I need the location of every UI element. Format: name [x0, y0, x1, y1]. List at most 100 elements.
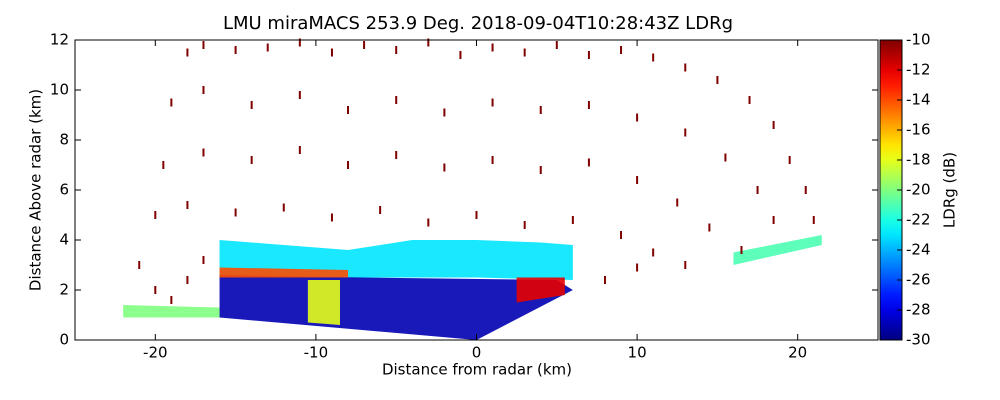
ldr-speckle [298, 146, 301, 154]
ldr-speckle [202, 256, 205, 264]
ldr-speckle [443, 163, 446, 172]
ldr-speckle [282, 203, 285, 212]
y-tick-label: 6 [59, 181, 69, 199]
x-axis-label: Distance from radar (km) [382, 361, 572, 379]
colorbar-tick-label: -22 [906, 211, 931, 229]
ldr-speckle [523, 48, 526, 57]
ldr-speckle [636, 113, 639, 122]
ldr-speckle [652, 53, 655, 62]
ldr-speckle [347, 106, 350, 114]
ldr-speckle [603, 276, 606, 284]
colorbar-tick-label: -14 [906, 91, 931, 109]
colorbar-tick-label: -30 [906, 331, 931, 349]
ldr-speckle [684, 261, 687, 269]
ldr-speckle [620, 46, 623, 54]
ldr-region [307, 280, 340, 325]
y-axis-label: Distance Above radar (km) [27, 89, 45, 291]
colorbar-tick-label: -20 [906, 181, 931, 199]
ldr-speckle [186, 201, 189, 209]
x-tick-label: -20 [143, 344, 168, 362]
colorbar-tick-label: -12 [906, 61, 931, 79]
x-tick-label: 20 [788, 344, 807, 362]
ldr-speckle [587, 51, 590, 59]
ldr-speckle [684, 63, 687, 72]
ldr-speckle [555, 41, 558, 49]
ldr-speckle [491, 156, 494, 164]
colorbar-tick-label: -18 [906, 151, 931, 169]
ldr-speckle [539, 106, 542, 114]
ldr-speckle [571, 216, 574, 224]
ldr-speckle [170, 98, 173, 107]
ldr-speckle [676, 198, 679, 207]
ldr-speckle [772, 121, 775, 129]
ldr-speckle [202, 41, 205, 49]
y-tick-label: 4 [59, 231, 69, 249]
y-tick-label: 2 [59, 281, 69, 299]
ldr-speckle [234, 208, 237, 217]
y-tick-label: 12 [50, 31, 69, 49]
ldr-speckle [186, 48, 189, 57]
ldr-speckle [812, 216, 815, 224]
ldr-speckle [202, 86, 205, 94]
ldr-speckle [395, 46, 398, 54]
ldr-speckle [539, 166, 542, 174]
ldr-speckle [170, 296, 173, 304]
ldr-speckle [475, 211, 478, 219]
ldr-speckle [250, 156, 253, 164]
ldr-speckle [138, 261, 141, 269]
ldr-speckle [459, 51, 462, 59]
colorbar-tick-label: -28 [906, 301, 931, 319]
ldr-region [123, 305, 220, 318]
ldr-speckle [427, 218, 430, 227]
ldr-speckle [587, 101, 590, 109]
y-tick-label: 8 [59, 131, 69, 149]
ldr-speckle [443, 108, 446, 117]
ldr-speckle [740, 246, 743, 254]
y-tick-label: 10 [50, 81, 69, 99]
ldr-speckle [620, 231, 623, 239]
ldr-speckle [330, 48, 333, 57]
ldr-speckle [708, 223, 711, 232]
ldr-speckle [724, 153, 727, 162]
ldr-speckle [154, 286, 157, 294]
ldr-speckle [395, 96, 398, 104]
ldr-speckle [523, 221, 526, 229]
colorbar-tick-label: -24 [906, 241, 931, 259]
ldr-speckle [652, 248, 655, 257]
plot-area [123, 38, 822, 340]
chart-title: LMU miraMACS 253.9 Deg. 2018-09-04T10:28… [223, 13, 733, 34]
ldr-speckle [716, 76, 719, 84]
x-tick-label: 10 [628, 344, 647, 362]
ldr-speckle [772, 216, 775, 224]
ldr-speckle [587, 158, 590, 167]
ldr-speckle [202, 148, 205, 157]
ldr-speckle [363, 41, 366, 49]
ldr-speckle [684, 128, 687, 137]
x-tick-label: 0 [472, 344, 482, 362]
ldr-speckle [186, 276, 189, 284]
colorbar-tick-label: -10 [906, 31, 931, 49]
colorbar-tick-label: -16 [906, 121, 931, 139]
ldr-speckle [636, 176, 639, 184]
ldr-region [516, 277, 565, 303]
ldr-speckle [804, 186, 807, 194]
ldr-speckle [491, 43, 494, 52]
ldr-speckle [395, 151, 398, 159]
ldr-speckle [427, 38, 430, 47]
ldr-speckle [250, 101, 253, 109]
ldr-region [733, 235, 822, 265]
ldr-speckle [347, 161, 350, 169]
ldr-speckle [788, 156, 791, 164]
ldr-region [219, 267, 349, 278]
ldr-speckle [748, 96, 751, 104]
ldr-speckle [154, 211, 157, 219]
ldr-speckle [636, 263, 639, 272]
ldr-speckle [162, 161, 165, 169]
y-tick-label: 0 [59, 331, 69, 349]
ldr-speckle [330, 213, 333, 222]
ldr-speckle [491, 98, 494, 107]
colorbar-label: LDRg (dB) [941, 152, 959, 228]
ldr-speckle [266, 43, 269, 52]
ldr-speckle [298, 38, 301, 47]
